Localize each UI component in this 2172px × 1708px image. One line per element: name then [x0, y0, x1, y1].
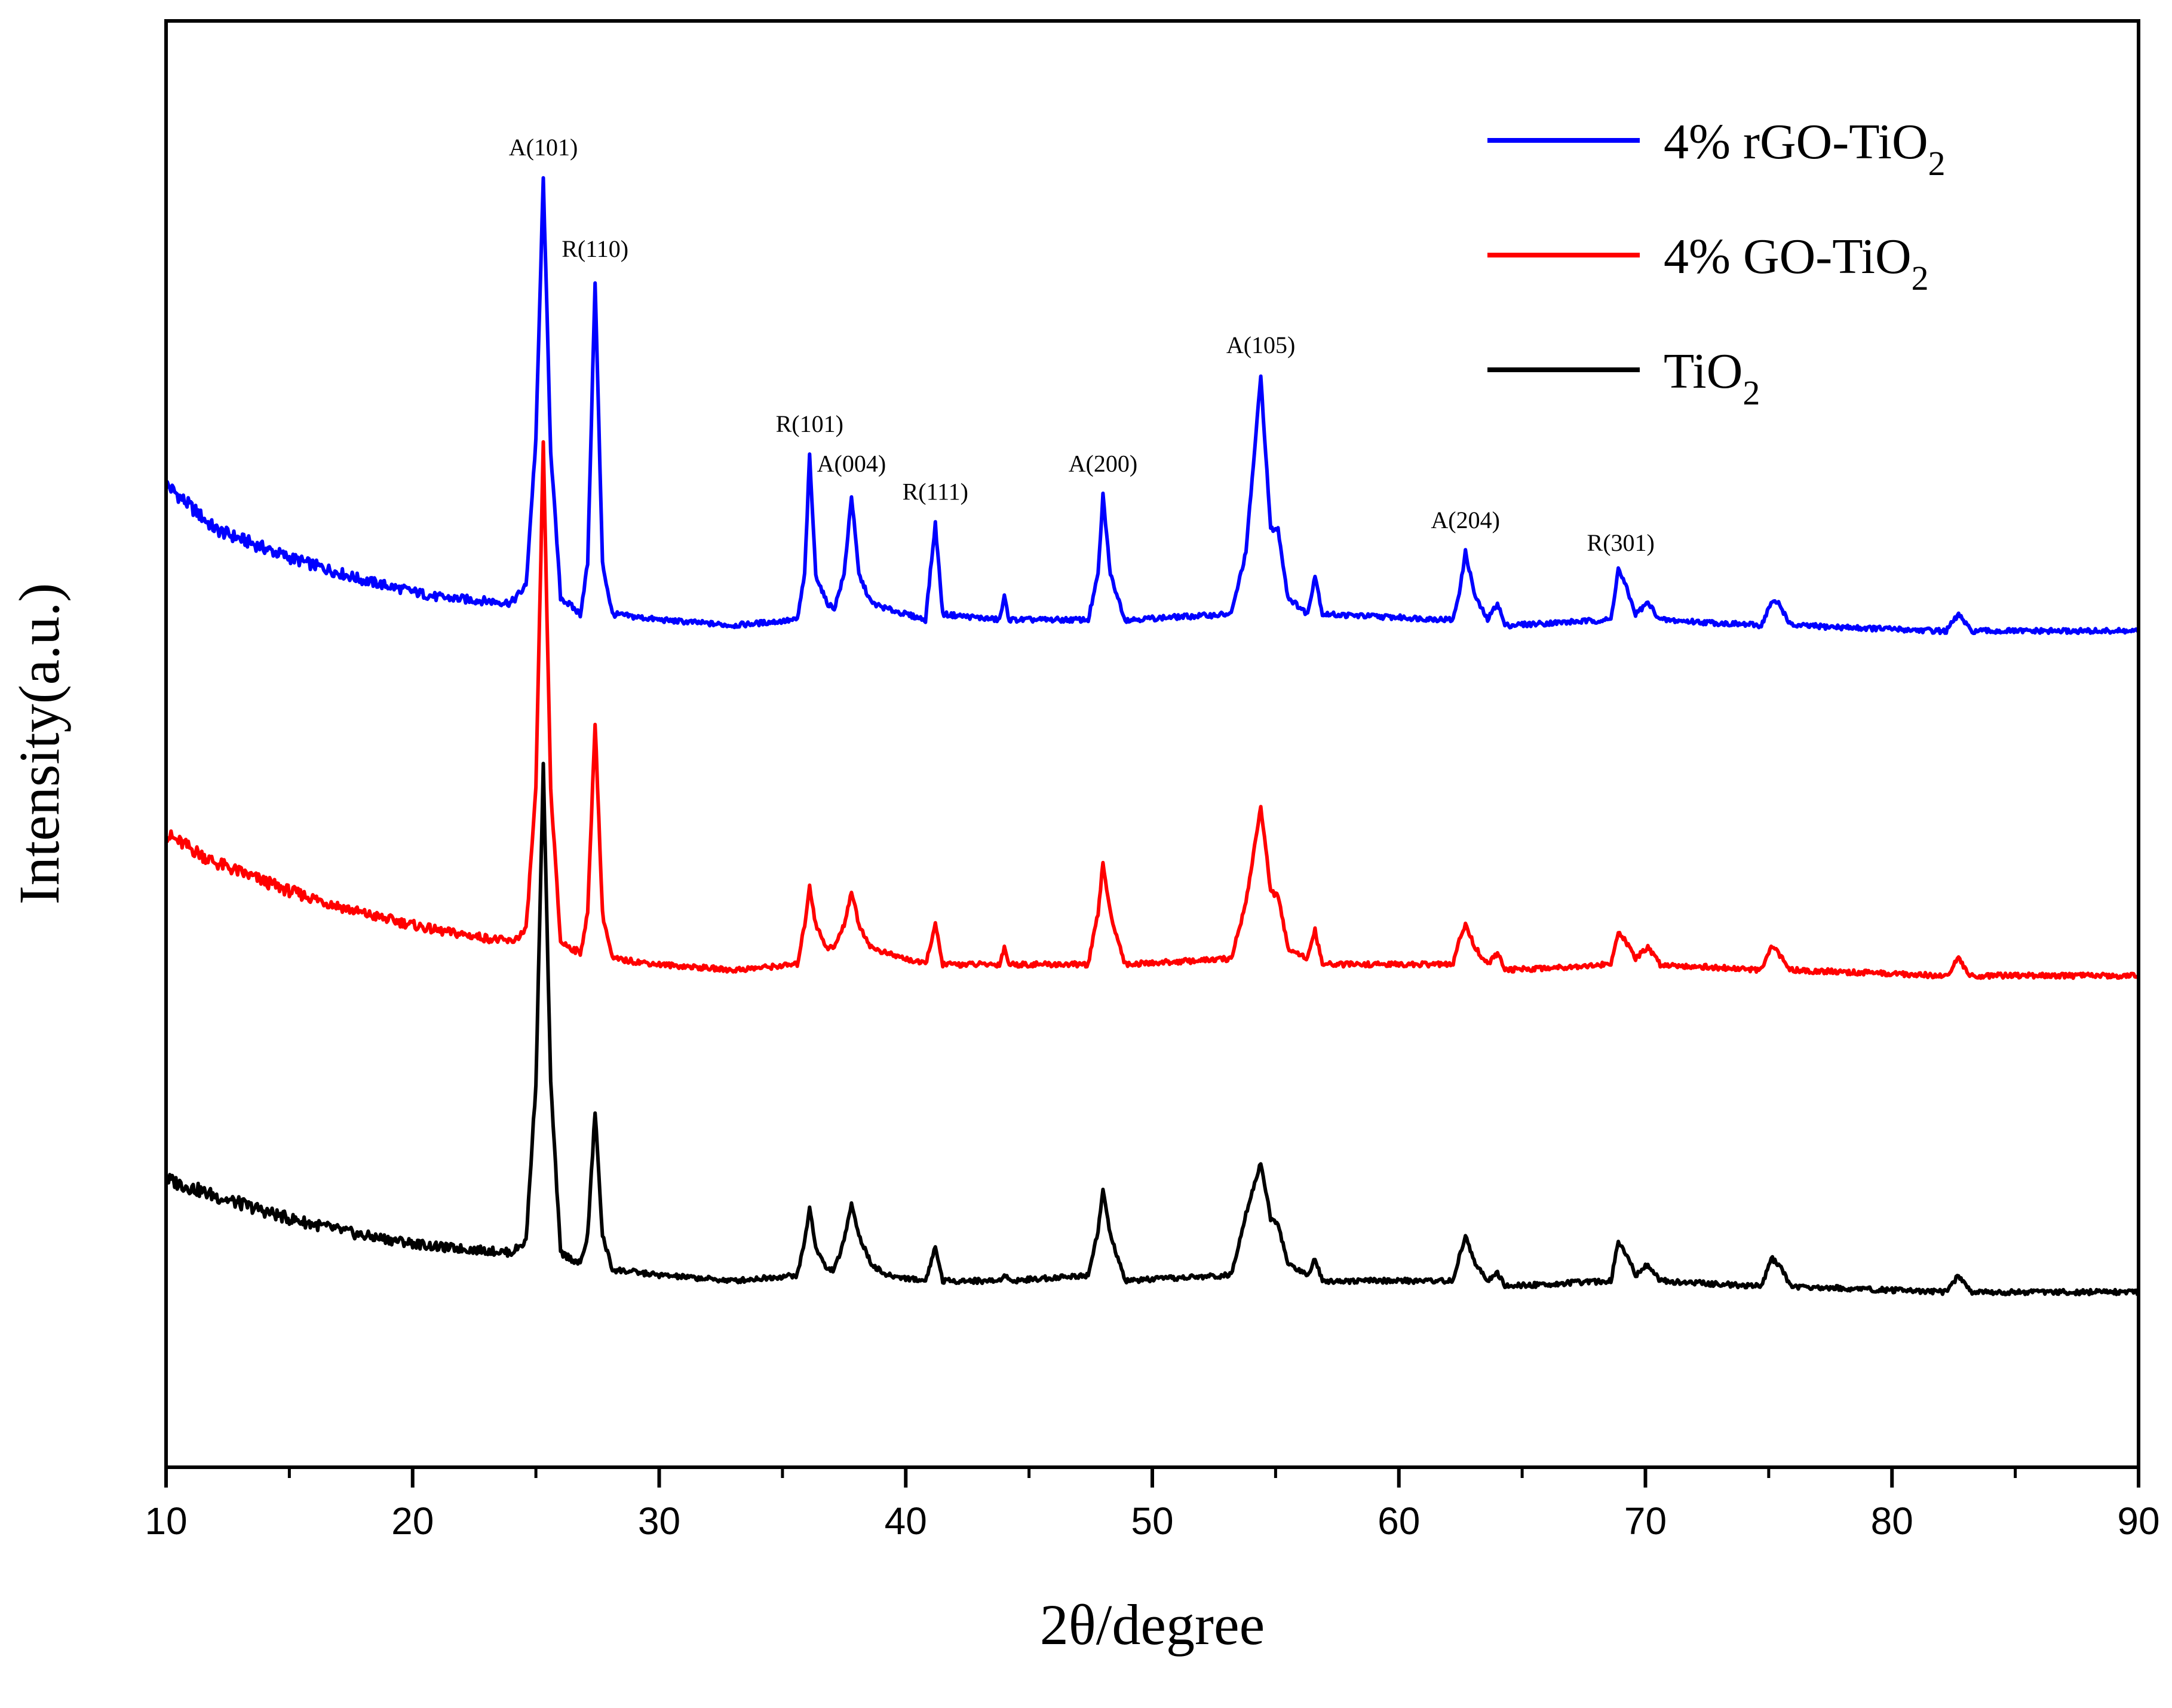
x-tick-label: 50 — [1131, 1500, 1173, 1543]
peak-label: R(101) — [776, 410, 843, 437]
peak-label: R(110) — [562, 235, 628, 262]
x-tick-label: 30 — [638, 1500, 680, 1543]
series-layer — [164, 176, 2140, 1296]
x-axis-ticks: 10 20 30 40 50 60 70 80 90 — [145, 1467, 2160, 1543]
x-tick-label: 60 — [1378, 1500, 1420, 1543]
legend-label: TiO2 — [1664, 344, 1760, 412]
series-line-2 — [165, 440, 2140, 980]
legend-label: 4% GO-TiO2 — [1664, 229, 1929, 298]
x-tick-label: 80 — [1871, 1500, 1913, 1543]
peak-label: R(111) — [903, 479, 968, 505]
x-tick-label: 70 — [1624, 1500, 1667, 1543]
y-axis-title: Intensity(a.u.) — [7, 583, 71, 905]
peak-label: R(301) — [1587, 529, 1655, 556]
legend: 4% rGO-TiO2 4% GO-TiO2 TiO2 — [1487, 114, 1946, 412]
peak-labels: A(101) R(110) R(101) A(004) R(111) A(200) A(10… — [509, 134, 1655, 556]
x-tick-label: 90 — [2117, 1500, 2159, 1543]
x-tick-label: 40 — [885, 1500, 927, 1543]
peak-label: A(101) — [509, 134, 578, 161]
series-line-3 — [164, 762, 2140, 1296]
x-tick-label: 10 — [145, 1500, 187, 1543]
peak-label: A(004) — [817, 450, 886, 477]
peak-label: A(200) — [1069, 450, 1138, 477]
series-line-1 — [164, 176, 2140, 636]
x-axis-title: 2θ/degree — [1040, 1593, 1265, 1657]
peak-label: A(204) — [1431, 507, 1500, 533]
peak-label: A(105) — [1226, 332, 1296, 358]
legend-label: 4% rGO-TiO2 — [1664, 114, 1946, 183]
x-tick-label: 20 — [391, 1500, 434, 1543]
